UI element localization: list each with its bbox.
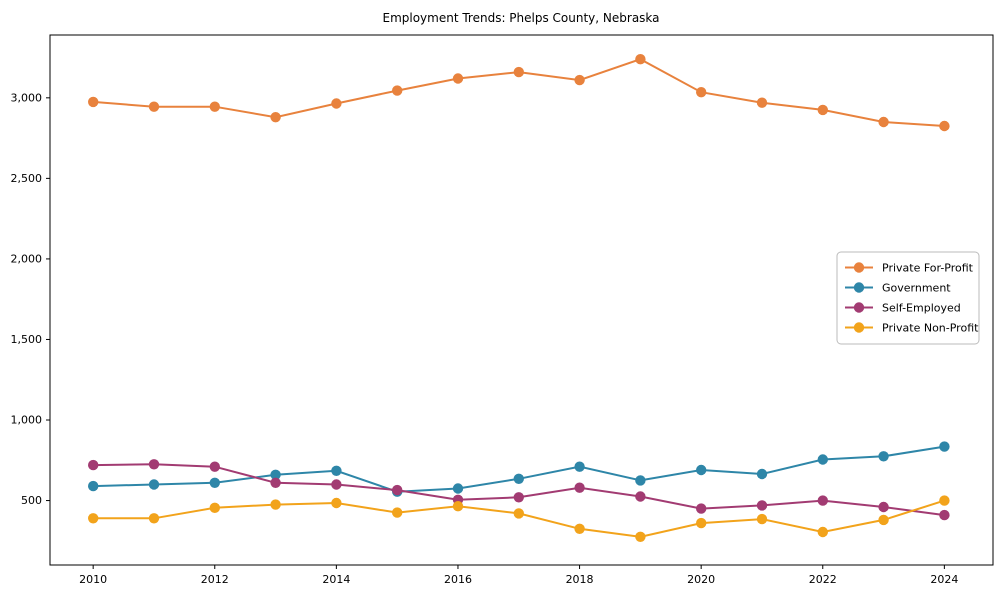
data-point-private-non-profit-2021 [756,513,768,525]
x-tick-label: 2012 [201,573,229,586]
data-point-private-for-profit-2020 [696,87,707,98]
y-tick-label: 1,500 [11,333,43,346]
data-point-self-employed-2024 [939,509,950,521]
legend-box [836,251,980,345]
data-point-private-for-profit-2014 [331,98,342,109]
y-axis: 500 1,000 1,500 2,000 2,500 3,000 [11,91,50,507]
data-point-self-employed-2023 [878,501,889,513]
legend-marker-dot [853,262,865,273]
legend-entry-self-employed: Self-Employed [845,302,961,315]
y-tick-label: 2,000 [11,252,43,265]
y-tick-label: 500 [21,494,42,507]
data-point-private-non-profit-2017 [513,508,524,519]
legend: Private For-Profit Government Self-Employe… [836,251,980,345]
data-point-government-2016 [452,483,464,494]
data-point-private-for-profit-2010 [88,96,99,108]
data-point-private-for-profit-2015 [392,85,403,96]
data-point-private-non-profit-2023 [878,514,889,526]
plot-area-border [49,34,994,566]
data-point-self-employed-2015 [392,484,403,496]
y-tick-label: 3,000 [11,91,43,104]
x-tick-label: 2016 [444,573,472,586]
x-axis: 2010 2012 2014 2016 2018 2020 2022 2024 [79,565,958,586]
data-point-private-for-profit-2024 [939,120,950,132]
data-point-self-employed-2014 [331,479,342,490]
legend-entry-private-non-profit: Private Non-Profit [845,322,979,335]
data-point-self-employed-2017 [513,492,524,503]
data-point-private-for-profit-2013 [270,112,281,123]
series-self-employed [88,459,950,521]
data-point-private-non-profit-2024 [939,495,950,506]
data-point-private-non-profit-2015 [392,507,403,518]
legend-marker-dot [853,302,865,313]
legend-entry-government: Government [845,282,951,295]
data-point-government-2014 [331,465,342,476]
data-point-government-2012 [209,477,220,488]
data-point-self-employed-2010 [88,459,99,471]
data-point-government-2017 [513,473,524,484]
x-tick-label: 2018 [566,573,594,586]
data-point-private-non-profit-2010 [88,513,99,524]
legend-label-private-non-profit: Private Non-Profit [882,322,979,335]
data-series-group [88,54,950,542]
data-point-private-for-profit-2017 [513,66,524,78]
x-tick-label: 2014 [322,573,350,586]
legend-marker-dot [853,282,865,293]
legend-label-private-for-profit: Private For-Profit [882,262,974,275]
data-point-private-for-profit-2018 [574,74,585,86]
data-point-private-non-profit-2012 [209,502,220,513]
x-tick-label: 2020 [687,573,715,586]
legend-label-government: Government [882,282,951,295]
data-point-self-employed-2022 [817,495,828,506]
data-point-government-2013 [270,469,281,480]
data-point-private-non-profit-2013 [270,499,281,510]
data-point-private-for-profit-2011 [148,101,160,112]
data-point-private-non-profit-2016 [452,501,464,512]
data-point-private-non-profit-2014 [331,497,342,509]
legend-entry-private-for-profit: Private For-Profit [845,262,974,275]
data-point-private-non-profit-2018 [574,523,585,534]
data-point-private-for-profit-2012 [209,101,220,112]
series-line-private-non-profit [93,499,945,538]
data-point-self-employed-2018 [574,482,585,493]
data-point-private-non-profit-2022 [817,526,828,538]
data-point-self-employed-2012 [209,461,220,472]
data-point-self-employed-2020 [696,503,707,514]
data-point-private-for-profit-2023 [878,116,889,128]
data-point-government-2010 [88,480,99,492]
data-point-private-non-profit-2011 [148,513,160,524]
data-point-government-2020 [696,464,707,476]
data-point-self-employed-2019 [635,491,646,502]
legend-marker-dot [853,322,865,333]
series-government [88,441,950,497]
series-private-for-profit [88,54,950,132]
data-point-government-2018 [574,461,585,472]
y-tick-label: 1,000 [11,414,43,427]
x-tick-label: 2010 [79,573,107,586]
data-point-self-employed-2021 [756,500,768,511]
data-point-government-2022 [817,454,828,465]
data-point-government-2021 [756,468,768,480]
y-tick-label: 2,500 [11,172,43,185]
data-point-private-for-profit-2016 [452,73,464,84]
data-point-self-employed-2013 [270,477,281,488]
x-tick-label: 2022 [809,573,837,586]
legend-label-self-employed: Self-Employed [882,302,961,315]
data-point-private-for-profit-2019 [635,54,646,65]
data-point-government-2019 [635,475,646,486]
series-private-non-profit [88,495,950,542]
chart-title: Employment Trends: Phelps County, Nebras… [382,11,659,25]
data-point-private-non-profit-2019 [635,531,646,542]
data-point-government-2024 [939,441,950,452]
data-point-private-for-profit-2021 [756,97,768,108]
data-point-private-non-profit-2020 [696,517,707,529]
data-point-self-employed-2011 [148,459,160,470]
data-point-private-for-profit-2022 [817,104,828,116]
data-point-government-2011 [148,479,160,490]
x-tick-label: 2024 [930,573,958,586]
data-point-government-2023 [878,451,889,462]
